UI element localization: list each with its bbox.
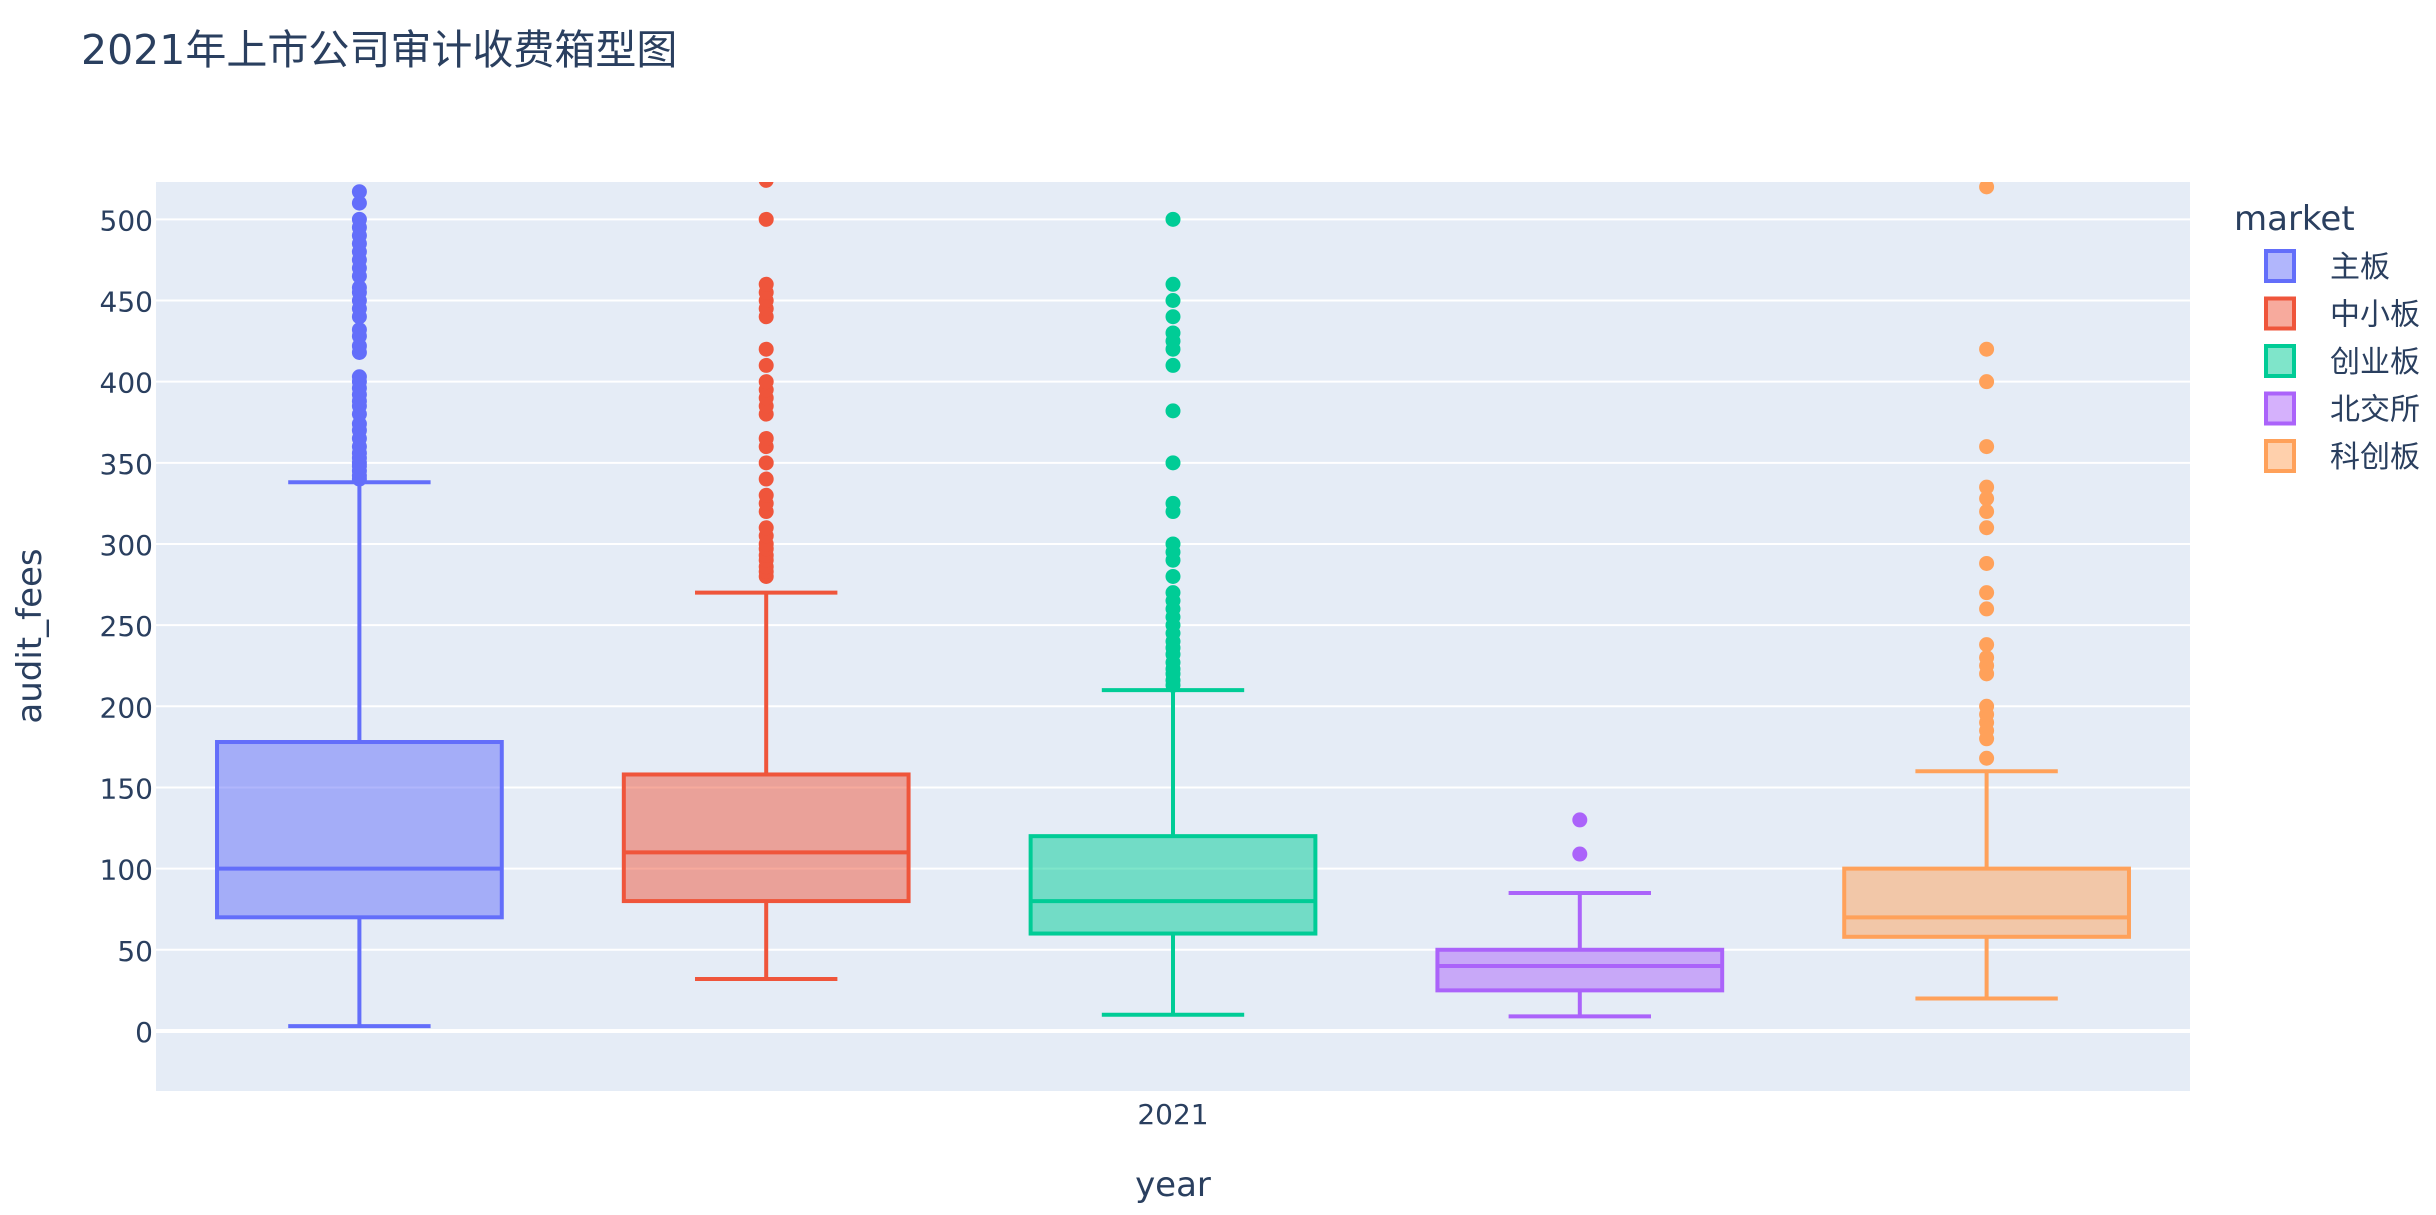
outlier-point [758,276,774,292]
box-3[interactable] [1028,211,1318,1017]
x-tick-label: 2021 [1137,1098,1208,1131]
x-axis-ticks: 2021 [1137,1098,1208,1131]
outlier-point [351,195,367,211]
outlier-point [1165,357,1181,373]
y-tick-label: 100 [100,854,153,887]
outlier-point [1979,491,1995,507]
outlier-point [1165,403,1181,419]
outlier-point [758,374,774,390]
outlier-point [1979,650,1995,666]
outlier-point [758,211,774,227]
outlier-point [758,487,774,503]
iqr-box [1435,947,1725,993]
legend-swatch [2264,391,2296,426]
box-4[interactable] [1435,812,1725,1019]
legend-item-2[interactable]: 中小板 [2264,296,2420,333]
outlier-point [1979,439,1995,455]
outlier-point [1165,568,1181,584]
outlier-point [1979,520,1995,536]
outlier-point [1165,495,1181,511]
outlier-point [351,211,367,227]
legend-item-5[interactable]: 科创板 [2264,439,2420,475]
outlier-point [1979,601,1995,617]
legend-label: 科创板 [2330,440,2420,475]
y-tick-label: 450 [100,285,153,318]
outlier-point [758,520,774,536]
y-tick-label: 300 [100,529,153,562]
outlier-point [1979,374,1995,390]
legend-label: 主板 [2330,250,2390,285]
legend-item-3[interactable]: 创业板 [2264,344,2420,380]
y-axis-label: audit_fees [10,548,50,723]
y-tick-label: 400 [100,367,153,400]
legend-item-1[interactable]: 主板 [2264,249,2390,285]
outlier-point [1165,292,1181,308]
legend-swatch [2264,439,2296,473]
outlier-point [758,182,774,188]
legend-swatch [2264,249,2296,283]
outlier-point [758,455,774,471]
outlier-point [758,357,774,373]
outlier-point [1165,455,1181,471]
chart-title: 2021年上市公司审计收费箱型图 [81,26,678,74]
outlier-point [1165,276,1181,292]
outlier-point [1979,479,1995,495]
legend-label: 中小板 [2330,298,2420,333]
outlier-point [1979,637,1995,653]
outlier-point [758,341,774,357]
outlier-point [1979,698,1995,714]
outlier-point [758,430,774,446]
box-2[interactable] [621,173,911,981]
outlier-point [1572,812,1588,828]
y-tick-label: 200 [100,691,153,724]
outlier-point [758,471,774,487]
outlier-point [1979,182,1995,195]
box-series [215,173,2131,1029]
outlier-point [351,280,367,296]
box-5[interactable] [1842,179,2131,1001]
legend-title: market [2234,199,2355,239]
y-tick-label: 50 [117,935,153,968]
outlier-point [1165,211,1181,227]
y-tick-label: 0 [135,1016,153,1049]
x-axis-label: year [1135,1165,1211,1205]
iqr-box [1028,834,1318,936]
box-1[interactable] [215,184,504,1029]
iqr-box [215,740,504,920]
y-tick-label: 250 [100,610,153,643]
outlier-point [351,184,367,200]
outlier-point [351,369,367,385]
outlier-point [1979,555,1995,571]
legend-label: 北交所 [2330,393,2420,428]
y-axis-ticks: 0 50 100 150 200 250 300 350 400 450 500 [100,204,153,1049]
outlier-point [1165,309,1181,325]
legend-swatch [2264,296,2296,331]
outlier-point [1165,325,1181,341]
legend-swatch [2264,344,2296,378]
outlier-point [1572,846,1588,862]
outlier-point [1979,585,1995,601]
legend-item-4[interactable]: 北交所 [2264,391,2420,428]
iqr-box [1842,866,2131,939]
iqr-box [621,772,911,904]
y-tick-label: 500 [100,204,153,237]
outlier-point [1979,341,1995,357]
y-tick-label: 350 [100,448,153,481]
legend-label: 创业板 [2330,345,2420,380]
outlier-point [1979,750,1995,766]
outlier-point [1165,585,1181,601]
y-tick-label: 150 [100,772,153,805]
outlier-point [1165,536,1181,552]
outlier-point [351,322,367,338]
outlier-point [1979,504,1995,520]
